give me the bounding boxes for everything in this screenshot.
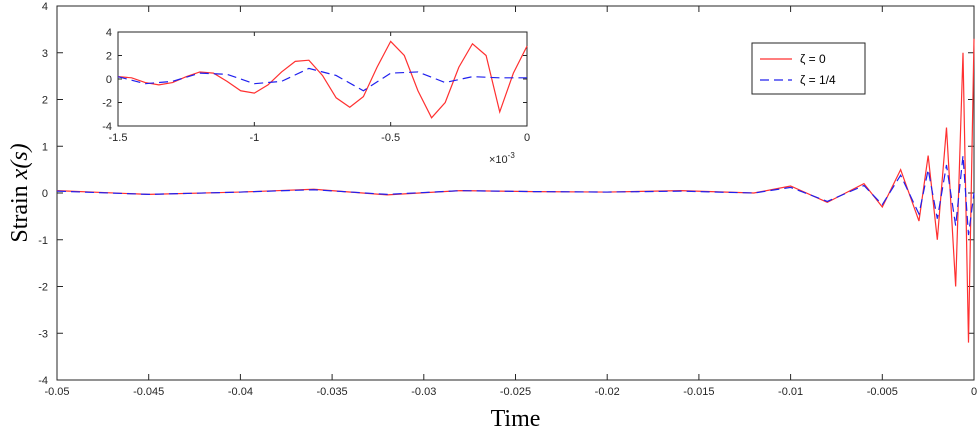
main-y-tick-label: -2 — [38, 282, 48, 294]
legend-label-0: ζ = 0 — [800, 52, 826, 66]
main-y-tick-label: -1 — [38, 235, 48, 247]
y-axis-title-prefix: Strain — [7, 179, 33, 242]
inset-x-tick-label: 0 — [524, 132, 530, 144]
inset-y-tick-label: 0 — [106, 74, 112, 86]
legend: ζ = 0 ζ = 1/4 — [751, 42, 866, 95]
main-x-tick-label: -0.01 — [778, 386, 803, 398]
main-y-tick-label: -3 — [38, 328, 48, 340]
main-x-tick-label: -0.035 — [316, 386, 347, 398]
inset-x-multiplier-base: ×10 — [489, 154, 508, 166]
x-axis-title: Time — [491, 406, 541, 432]
inset-x-multiplier-exp: -3 — [508, 151, 516, 160]
main-y-tick-label: 0 — [42, 188, 48, 200]
y-axis-title-math: x(s) — [7, 143, 33, 180]
y-axis-title: Strain x(s) — [7, 143, 33, 242]
main-y-tick-label: 2 — [42, 95, 48, 107]
inset-x-tick-label: -0.5 — [381, 132, 400, 144]
inset-y-tick-label: 2 — [106, 51, 112, 63]
main-x-tick-label: -0.015 — [683, 386, 714, 398]
inset-y-tick-label: -2 — [102, 98, 112, 110]
inset-y-tick-label: 4 — [106, 27, 112, 39]
main-x-tick-label: -0.02 — [595, 386, 620, 398]
main-x-tick-label: -0.03 — [411, 386, 436, 398]
main-x-tick-label: 0 — [971, 386, 977, 398]
legend-label-1: ζ = 1/4 — [800, 73, 836, 87]
main-y-tick-label: 1 — [42, 141, 48, 153]
inset-x-tick-label: -1 — [249, 132, 259, 144]
main-x-tick-label: -0.005 — [867, 386, 898, 398]
main-y-tick-label: 4 — [42, 1, 48, 13]
inset-chart: -1.5 -1 -0.5 0 -4 -2 0 2 4 ×10-3 — [102, 27, 530, 166]
inset-x-multiplier: ×10-3 — [489, 151, 515, 166]
inset-series-1 — [117, 67, 527, 92]
inset-y-tick-label: -4 — [102, 121, 112, 133]
main-y-tick-label: -4 — [38, 375, 48, 387]
main-y-tick-label: 3 — [42, 48, 48, 60]
main-x-tick-label: -0.04 — [228, 386, 253, 398]
inset-x-tick-label: -1.5 — [109, 132, 128, 144]
main-x-tick-label: -0.025 — [500, 386, 531, 398]
inset-plot-frame — [117, 31, 528, 127]
main-series-1 — [56, 155, 975, 236]
main-x-tick-label: -0.05 — [44, 386, 69, 398]
legend-box — [751, 42, 866, 95]
main-series-0 — [56, 38, 975, 343]
inset-series-0 — [117, 40, 528, 119]
main-x-tick-label: -0.045 — [133, 386, 164, 398]
